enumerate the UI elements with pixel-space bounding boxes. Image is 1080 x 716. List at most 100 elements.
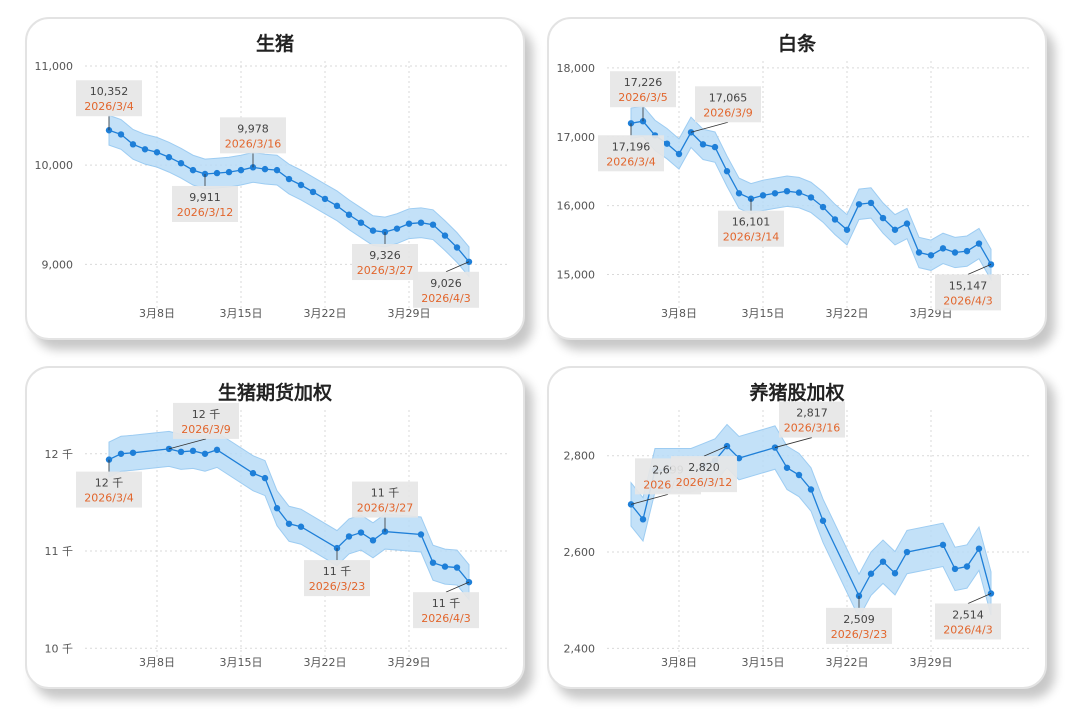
chart-title: 生猪: [255, 33, 294, 55]
x-tick-label: 3月15日: [742, 307, 785, 320]
chart-panel-carcass: 白条 15,000 16,000 17,000 18,000 3月8日 3月15日 3月22…: [547, 17, 1047, 340]
data-label-value: 17,065: [709, 91, 748, 104]
data-point: [417, 219, 425, 226]
data-point: [225, 168, 233, 176]
chart-title: 生猪期货加权: [217, 382, 332, 404]
data-label-value: 17,226: [624, 76, 663, 89]
data-point: [855, 201, 863, 208]
data-label: 11 千 2026/3/23: [304, 548, 370, 597]
data-point: [417, 531, 425, 538]
data-point: [357, 529, 365, 536]
data-point: [333, 544, 341, 552]
data-point: [153, 149, 161, 156]
data-point: [735, 454, 743, 462]
data-label-leader: [967, 593, 992, 604]
data-label-value: 16,101: [732, 216, 771, 229]
data-point: [309, 188, 317, 196]
data-point: [117, 131, 125, 138]
data-point: [783, 464, 791, 471]
x-tick-label: 3月8日: [139, 307, 175, 320]
data-point: [297, 181, 305, 189]
x-tick-label: 3月22日: [826, 656, 869, 669]
data-label-leader: [445, 581, 470, 593]
data-point: [807, 486, 815, 493]
data-label: 9,911 2026/3/12: [172, 173, 238, 222]
data-label-date: 2026/3/9: [181, 423, 230, 436]
y-tick-label: 10,000: [35, 159, 74, 172]
data-label-date: 2026/3/4: [606, 155, 655, 168]
data-point: [441, 563, 449, 570]
data-point: [783, 188, 791, 195]
data-point: [429, 221, 437, 228]
y-tick-label: 11 千: [45, 545, 74, 558]
data-point: [963, 247, 971, 255]
data-point: [297, 523, 305, 530]
data-point: [903, 548, 911, 556]
data-label-box: [935, 603, 1001, 640]
data-point: [771, 190, 779, 197]
x-tick-label: 3月29日: [388, 656, 431, 669]
data-label-value: 11 千: [432, 597, 461, 610]
data-label-value: 2,509: [843, 613, 875, 626]
data-point: [237, 166, 245, 174]
data-label-date: 2026/4/3: [943, 294, 992, 307]
data-point: [639, 118, 647, 125]
data-point: [819, 203, 827, 211]
data-point: [939, 245, 947, 252]
data-point: [105, 456, 113, 463]
data-label-date: 2026/3/16: [225, 137, 281, 150]
data-label-leader: [168, 438, 207, 450]
data-label-date: 2026/3/12: [177, 206, 233, 219]
data-point: [975, 240, 983, 247]
x-tick-label: 3月8日: [661, 656, 697, 669]
data-point: [213, 446, 221, 454]
y-tick-label: 18,000: [557, 62, 596, 75]
data-label-box: [935, 274, 1001, 311]
data-label-date: 2026/3/23: [831, 628, 887, 641]
x-tick-label: 3月22日: [826, 307, 869, 320]
data-label-leader: [967, 264, 992, 275]
data-point: [675, 150, 683, 158]
y-tick-label: 2,600: [564, 546, 596, 559]
data-label-box: [718, 210, 784, 247]
data-label-value: 17,196: [612, 140, 651, 153]
data-label-date: 2026/3/5: [618, 91, 667, 104]
data-label-box: [76, 471, 142, 508]
data-point: [699, 141, 707, 148]
data-point: [189, 166, 197, 174]
data-point: [771, 444, 779, 451]
data-point: [867, 199, 875, 207]
data-label-value: 12 千: [192, 408, 221, 421]
data-point: [261, 165, 269, 173]
data-point: [963, 563, 971, 570]
chart-panel-live-hog: 生猪 9,000 10,000 11,000 3月8日 3月15日 3月22日 3月29日 1…: [25, 17, 525, 340]
data-point: [117, 450, 125, 457]
data-label-value: 9,978: [237, 122, 269, 135]
data-label-box: [413, 592, 479, 629]
data-label-box: [352, 481, 418, 518]
data-label: 9,326 2026/3/27: [352, 232, 418, 281]
data-point: [951, 249, 959, 256]
data-point: [369, 227, 377, 234]
data-label-box: [779, 401, 845, 438]
data-label-value: 9,026: [430, 277, 462, 290]
data-label-box: [220, 117, 286, 154]
data-label: 2,820 2026/3/12: [671, 445, 737, 493]
y-tick-label: 17,000: [557, 131, 596, 144]
x-tick-label: 3月15日: [220, 656, 263, 669]
data-label-date: 2026/3/9: [703, 106, 752, 119]
data-point: [939, 541, 947, 549]
x-tick-label: 3月29日: [388, 307, 431, 320]
data-point: [105, 127, 113, 134]
data-label: 12 千 2026/3/9: [168, 402, 239, 450]
x-tick-label: 3月15日: [742, 656, 785, 669]
data-label-box: [671, 456, 737, 493]
data-point: [165, 154, 173, 161]
x-tick-label: 3月22日: [304, 307, 347, 320]
data-point: [369, 537, 377, 544]
data-point: [903, 220, 911, 227]
data-point: [201, 450, 209, 457]
data-label-date: 2026/3/16: [784, 422, 840, 435]
data-label-date: 2026/3/23: [309, 580, 365, 593]
